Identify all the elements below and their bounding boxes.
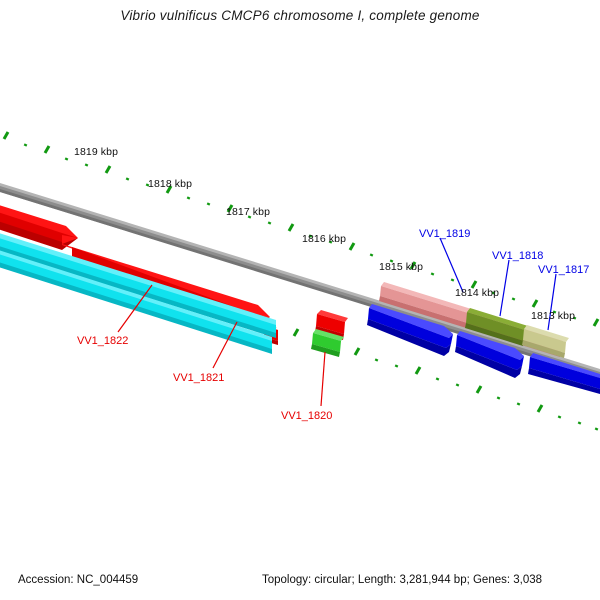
reverse-cds-arrow[interactable] xyxy=(0,196,78,250)
forward-gene-arrow[interactable] xyxy=(528,353,600,394)
ruler-label-1817: 1817 kbp xyxy=(226,206,271,218)
leader-line-VV1_1817 xyxy=(547,273,557,331)
forward-cds-olive[interactable] xyxy=(465,308,528,346)
leader-line-VV1_1819 xyxy=(439,237,464,293)
rna-feature-small-green[interactable] xyxy=(311,329,344,357)
ruler-label-1818: 1818 kbp xyxy=(148,178,193,190)
forward-gene-arrow[interactable] xyxy=(455,331,524,378)
gene-label-VV1_1822[interactable]: VV1_1822 xyxy=(77,335,129,347)
rna-feature-band-cyan[interactable] xyxy=(0,224,276,338)
ruler-label-1816: 1816 kbp xyxy=(302,233,347,245)
leader-line-VV1_1822 xyxy=(117,284,153,333)
leader-line-VV1_1818 xyxy=(499,259,510,317)
label-leader-lines xyxy=(117,237,557,407)
ruler-label-1813: 1813 kbp xyxy=(531,310,576,322)
leader-line-VV1_1820 xyxy=(320,351,326,407)
ruler-label-1815: 1815 kbp xyxy=(379,261,424,273)
forward-gene-arrow-group xyxy=(367,304,600,394)
ruler-tick-marks-upper xyxy=(2,131,600,327)
ruler-label-1814: 1814 kbp xyxy=(455,287,500,299)
leader-line-VV1_1821 xyxy=(212,321,238,369)
gene-label-VV1_1817[interactable]: VV1_1817 xyxy=(538,264,590,276)
accession-text: Accession: NC_004459 xyxy=(18,574,139,586)
genome-stats-text: Topology: circular; Length: 3,281,944 bp… xyxy=(262,574,543,586)
gene-label-VV1_1821[interactable]: VV1_1821 xyxy=(173,372,225,384)
gene-label-VV1_1819[interactable]: VV1_1819 xyxy=(419,228,471,240)
chromosome-backbone xyxy=(0,183,600,378)
forward-gene-arrow[interactable] xyxy=(367,304,453,356)
ruler-label-1819: 1819 kbp xyxy=(74,146,119,158)
rna-feature-band-cyan-2[interactable] xyxy=(0,241,272,354)
gene-label-VV1_1820[interactable]: VV1_1820 xyxy=(281,410,333,422)
forward-cds-khaki[interactable] xyxy=(522,325,569,358)
gene-label-VV1_1818[interactable]: VV1_1818 xyxy=(492,250,544,262)
page-title: Vibrio vulnificus CMCP6 chromosome I, co… xyxy=(120,8,480,23)
